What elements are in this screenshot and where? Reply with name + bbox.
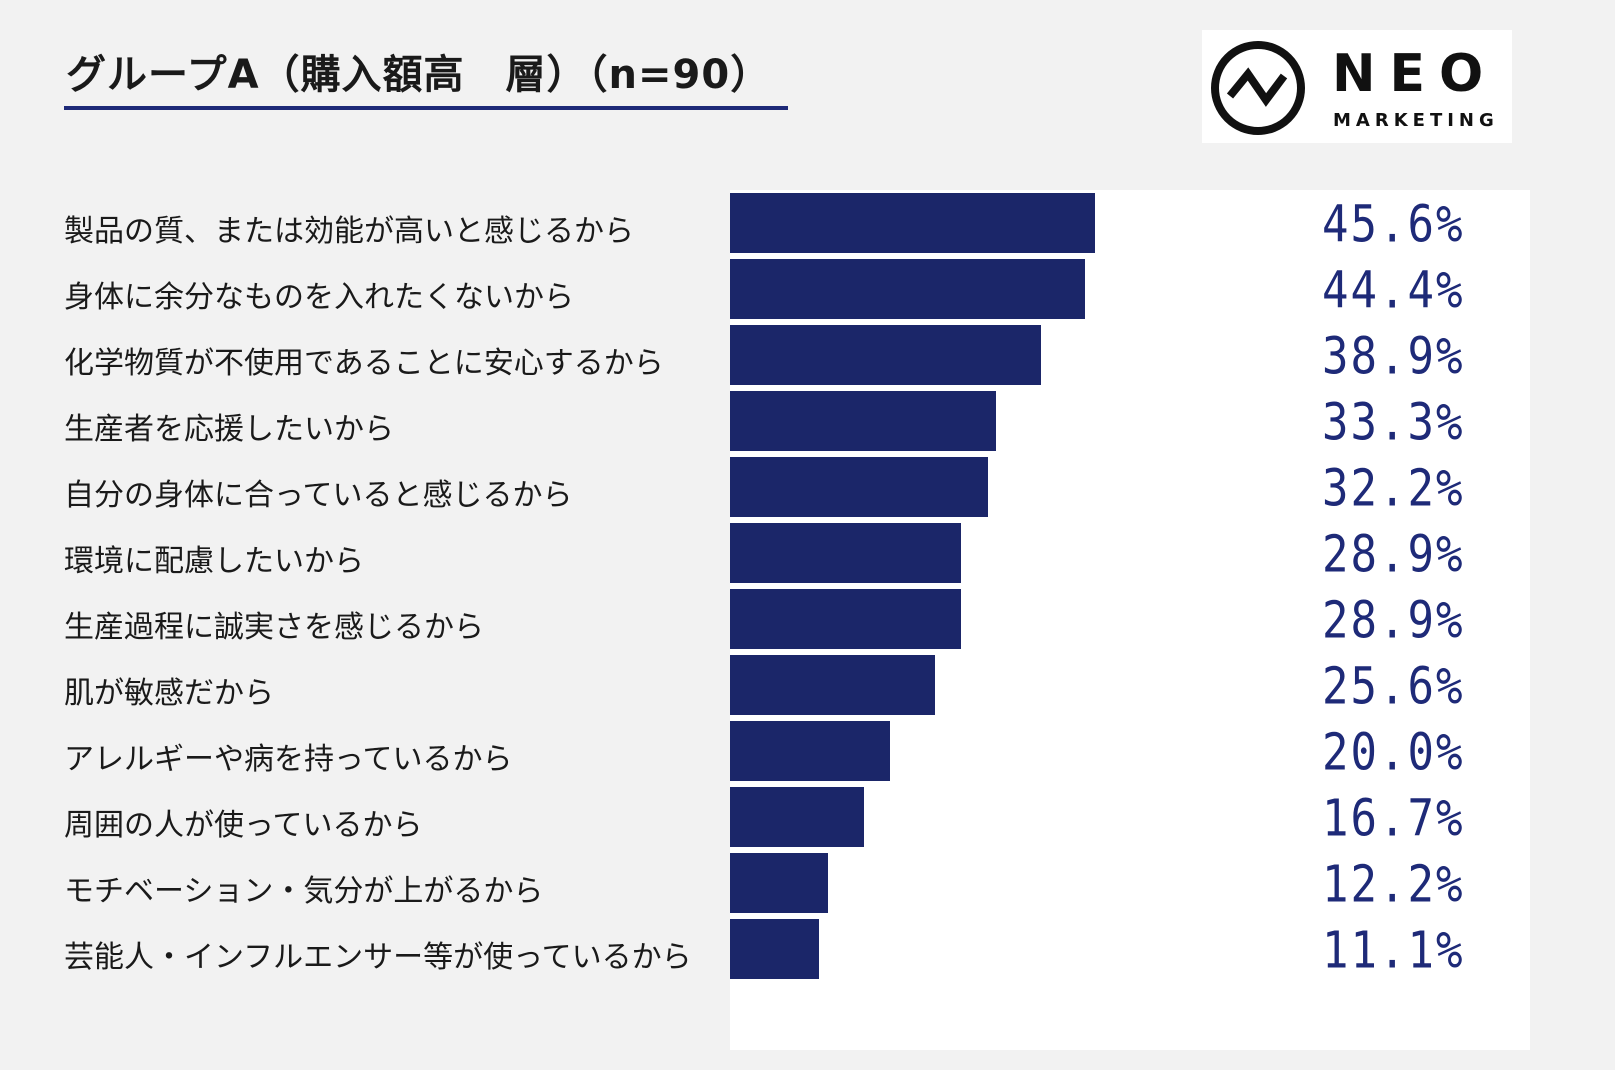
bar-5 [730, 457, 988, 517]
bar-3 [730, 325, 1041, 385]
category-label-8: 肌が敏感だから [64, 676, 274, 711]
title-underline [64, 106, 788, 110]
category-label-1: 製品の質、または効能が高いと感じるから [64, 214, 634, 249]
category-label-10: 周囲の人が使っているから [64, 808, 423, 843]
value-label-5: 32.2% [1322, 459, 1465, 519]
value-label-2: 44.4% [1322, 261, 1465, 321]
value-label-4: 33.3% [1322, 393, 1465, 453]
value-label-7: 28.9% [1322, 591, 1465, 651]
bar-7 [730, 589, 961, 649]
bar-11 [730, 853, 828, 913]
bar-2 [730, 259, 1085, 319]
value-label-8: 25.6% [1322, 657, 1465, 717]
category-label-5: 自分の身体に合っていると感じるから [64, 478, 573, 513]
bar-1 [730, 193, 1095, 253]
category-label-3: 化学物質が不使用であることに安心するから [64, 346, 664, 381]
value-label-6: 28.9% [1322, 525, 1465, 585]
bar-4 [730, 391, 996, 451]
value-label-12: 11.1% [1322, 921, 1465, 981]
logo-sub-text: MARKETING [1333, 110, 1499, 131]
logo-wave-icon [1211, 41, 1305, 135]
value-label-11: 12.2% [1322, 855, 1465, 915]
bar-6 [730, 523, 961, 583]
bar-10 [730, 787, 864, 847]
category-label-9: アレルギーや病を持っているから [64, 742, 513, 777]
value-label-1: 45.6% [1322, 195, 1465, 255]
value-label-3: 38.9% [1322, 327, 1465, 387]
category-label-12: 芸能人・インフルエンサー等が使っているから [64, 940, 692, 975]
category-label-11: モチベーション・気分が上がるから [64, 874, 544, 909]
bar-9 [730, 721, 890, 781]
bar-12 [730, 919, 819, 979]
category-label-7: 生産過程に誠実さを感じるから [64, 610, 484, 645]
bar-8 [730, 655, 935, 715]
value-label-10: 16.7% [1322, 789, 1465, 849]
page-title: グループA（購入額高 層）（n=90） [66, 52, 772, 98]
neo-marketing-logo: NEO MARKETING [1202, 30, 1512, 143]
category-label-4: 生産者を応援したいから [64, 412, 394, 447]
logo-brand-text: NEO [1332, 44, 1498, 104]
category-label-6: 環境に配慮したいから [64, 544, 364, 579]
category-label-2: 身体に余分なものを入れたくないから [64, 280, 574, 315]
value-label-9: 20.0% [1322, 723, 1465, 783]
